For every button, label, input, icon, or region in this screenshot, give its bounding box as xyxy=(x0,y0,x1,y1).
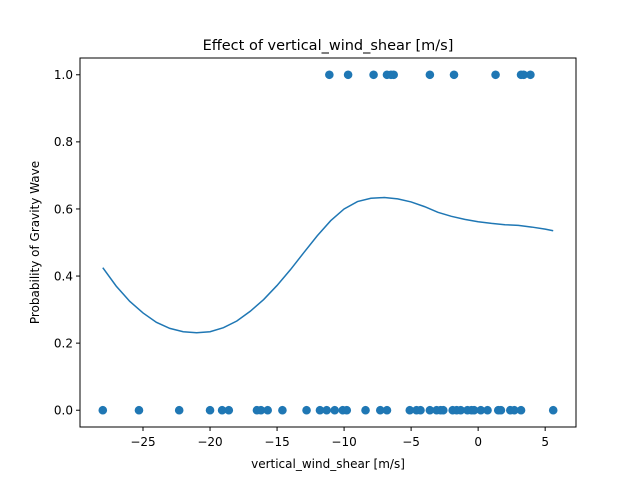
y-tick-label: 0.0 xyxy=(54,404,73,418)
data-point xyxy=(526,70,535,80)
x-tick-label: −20 xyxy=(197,435,222,449)
y-tick-label: 0.8 xyxy=(54,135,73,149)
data-point xyxy=(263,405,272,415)
data-point xyxy=(516,405,526,415)
data-point xyxy=(405,405,415,415)
plot-layer xyxy=(98,70,558,415)
data-point xyxy=(98,405,108,415)
data-point xyxy=(469,405,479,415)
data-point xyxy=(496,405,506,415)
x-tick-label: −15 xyxy=(264,435,289,449)
data-point xyxy=(322,405,331,415)
x-tick-label: −25 xyxy=(130,435,155,449)
data-point xyxy=(342,405,352,415)
data-point xyxy=(325,70,334,80)
data-point xyxy=(315,405,325,415)
data-point xyxy=(491,70,500,80)
x-axis: −25 −20 −15 −10 −5 0 5 xyxy=(130,427,549,449)
x-tick-label: 0 xyxy=(474,435,482,449)
data-point xyxy=(343,70,353,80)
data-point xyxy=(510,405,519,415)
x-tick-label: −10 xyxy=(331,435,356,449)
y-axis-label: Probability of Gravity Wave xyxy=(28,161,42,324)
data-point xyxy=(302,405,311,415)
data-point xyxy=(483,405,492,415)
data-point xyxy=(369,70,378,80)
data-point xyxy=(278,405,287,415)
data-point xyxy=(438,405,448,415)
data-point xyxy=(519,70,529,80)
y-tick-label: 0.6 xyxy=(54,202,73,216)
x-tick-label: 5 xyxy=(541,435,549,449)
data-point xyxy=(217,405,227,415)
data-point xyxy=(330,405,340,415)
data-point xyxy=(476,405,486,415)
data-point xyxy=(174,405,184,415)
data-point xyxy=(361,405,370,415)
data-point xyxy=(425,405,435,415)
data-point xyxy=(449,70,459,80)
series-line xyxy=(102,196,554,334)
chart-title: Effect of vertical_wind_shear [m/s] xyxy=(203,38,454,54)
y-axis: 0.0 0.2 0.4 0.6 0.8 1.0 xyxy=(54,68,80,418)
data-point xyxy=(256,405,266,415)
y-tick-label: 0.2 xyxy=(54,336,73,350)
data-point xyxy=(382,405,392,415)
data-point xyxy=(389,70,398,80)
data-point xyxy=(224,405,234,415)
data-point xyxy=(548,405,558,415)
data-point xyxy=(425,70,435,80)
data-point xyxy=(205,405,215,415)
data-point xyxy=(134,405,144,415)
y-tick-label: 0.4 xyxy=(54,269,73,283)
data-point xyxy=(456,405,466,415)
x-tick-label: −5 xyxy=(402,435,420,449)
plot-frame xyxy=(79,57,577,428)
x-axis-label: vertical_wind_shear [m/s] xyxy=(251,457,405,471)
y-tick-label: 1.0 xyxy=(54,68,73,82)
data-point xyxy=(375,405,385,415)
data-point xyxy=(416,405,425,415)
